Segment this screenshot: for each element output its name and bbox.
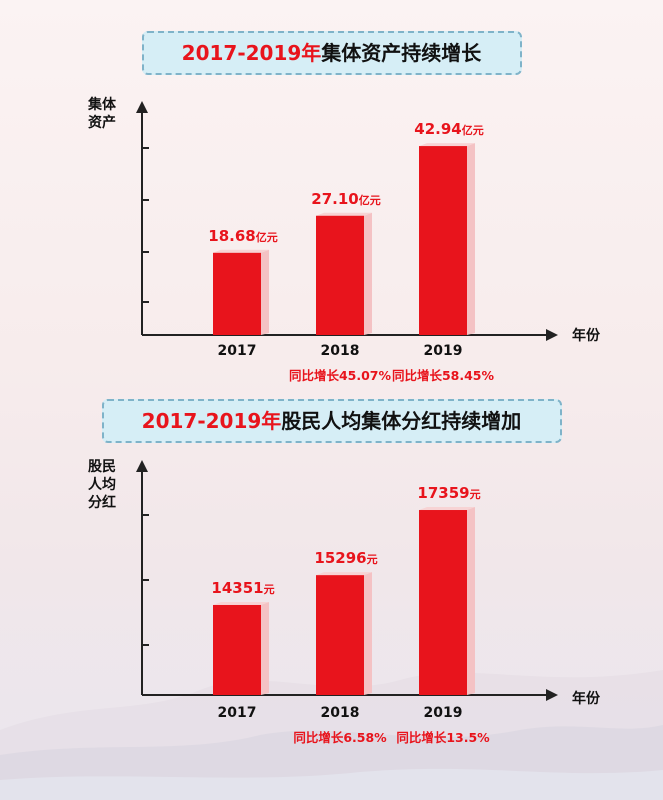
chart1-y-arrow <box>136 101 148 113</box>
chart1-xlabel: 年份 <box>572 328 600 344</box>
chart1-growth-label-2018: 同比增长45.07% <box>288 368 392 383</box>
chart1-value-unit: 亿元 <box>255 230 278 244</box>
chart1-title-text: 集体资产持续增长 <box>321 41 482 65</box>
chart2-title-text: 股民人均集体分红持续增加 <box>281 409 522 433</box>
chart2-bar-side-2017 <box>261 601 269 695</box>
chart2-bar-top-2019 <box>419 507 475 511</box>
chart1-bar-top-2017 <box>213 249 269 253</box>
chart1-value-number: 42.94 <box>414 120 462 139</box>
chart1-value-label-2018: 27.10亿元 <box>286 189 406 208</box>
chart2-title-year: 2017-2019年 <box>141 409 282 433</box>
chart1-value-unit: 亿元 <box>461 124 484 138</box>
chart2-value-label-2019: 17359元 <box>389 483 509 502</box>
chart1-title: 2017-2019年集体资产持续增长 <box>141 31 522 75</box>
chart1-bar-side-2018 <box>364 212 372 335</box>
chart1-year-label-2019: 2019 <box>423 343 463 359</box>
chart2-bar-side-2019 <box>467 507 475 695</box>
chart2-bar-2018 <box>316 575 364 695</box>
chart2-bar-2017 <box>213 604 261 695</box>
chart1-value-label-2019: 42.94亿元 <box>389 119 509 138</box>
chart1-ylabel: 集体 资产 <box>88 97 116 131</box>
chart2-value-unit: 元 <box>469 488 481 502</box>
chart2-y-arrow <box>136 460 148 472</box>
chart2-growth-label-2019: 同比增长13.5% <box>396 730 490 745</box>
chart2-value-number: 17359 <box>417 484 470 503</box>
chart1-value-label-2017: 18.68亿元 <box>183 226 303 245</box>
chart1-title-year: 2017-2019年 <box>181 41 322 65</box>
chart2-ylabel: 股民 人均 分红 <box>88 459 116 511</box>
chart1-value-number: 18.68 <box>208 226 256 245</box>
chart1-bar-top-2019 <box>419 143 475 147</box>
chart2-value-label-2018: 15296元 <box>286 548 406 567</box>
chart1-bar-side-2019 <box>467 143 475 335</box>
chart1-bar-top-2018 <box>316 212 372 216</box>
chart1-bar-2018 <box>316 215 364 335</box>
chart1-bar-2019 <box>419 146 467 335</box>
chart1-value-unit: 亿元 <box>358 193 381 207</box>
background-mountains <box>0 670 663 800</box>
chart2-title: 2017-2019年股民人均集体分红持续增加 <box>101 399 562 443</box>
chart2-bar-2019 <box>419 510 467 695</box>
chart2-xlabel: 年份 <box>572 691 600 707</box>
asset-chart-svg <box>136 101 558 341</box>
chart1-year-label-2018: 2018 <box>320 343 360 359</box>
chart2-value-unit: 元 <box>366 553 378 567</box>
chart2-year-label-2018: 2018 <box>320 705 360 721</box>
chart2-x-arrow <box>546 689 558 701</box>
chart1-growth-label-2019: 同比增长58.45% <box>391 368 495 383</box>
chart2-bar-side-2018 <box>364 572 372 695</box>
chart1-x-arrow <box>546 329 558 341</box>
chart2-year-label-2017: 2017 <box>217 705 257 721</box>
chart2-value-number: 14351 <box>211 578 264 597</box>
chart1-bar-2017 <box>213 252 261 335</box>
asset-bar-chart <box>0 0 663 390</box>
chart2-value-unit: 元 <box>263 582 275 596</box>
chart2-bar-top-2017 <box>213 601 269 605</box>
chart1-year-label-2017: 2017 <box>217 343 257 359</box>
chart2-growth-label-2018: 同比增长6.58% <box>293 730 387 745</box>
chart1-bar-side-2017 <box>261 249 269 335</box>
chart2-value-number: 15296 <box>314 549 367 568</box>
chart2-year-label-2019: 2019 <box>423 705 463 721</box>
chart2-value-label-2017: 14351元 <box>183 578 303 597</box>
chart2-bar-top-2018 <box>316 572 372 576</box>
chart1-value-number: 27.10 <box>311 189 359 208</box>
